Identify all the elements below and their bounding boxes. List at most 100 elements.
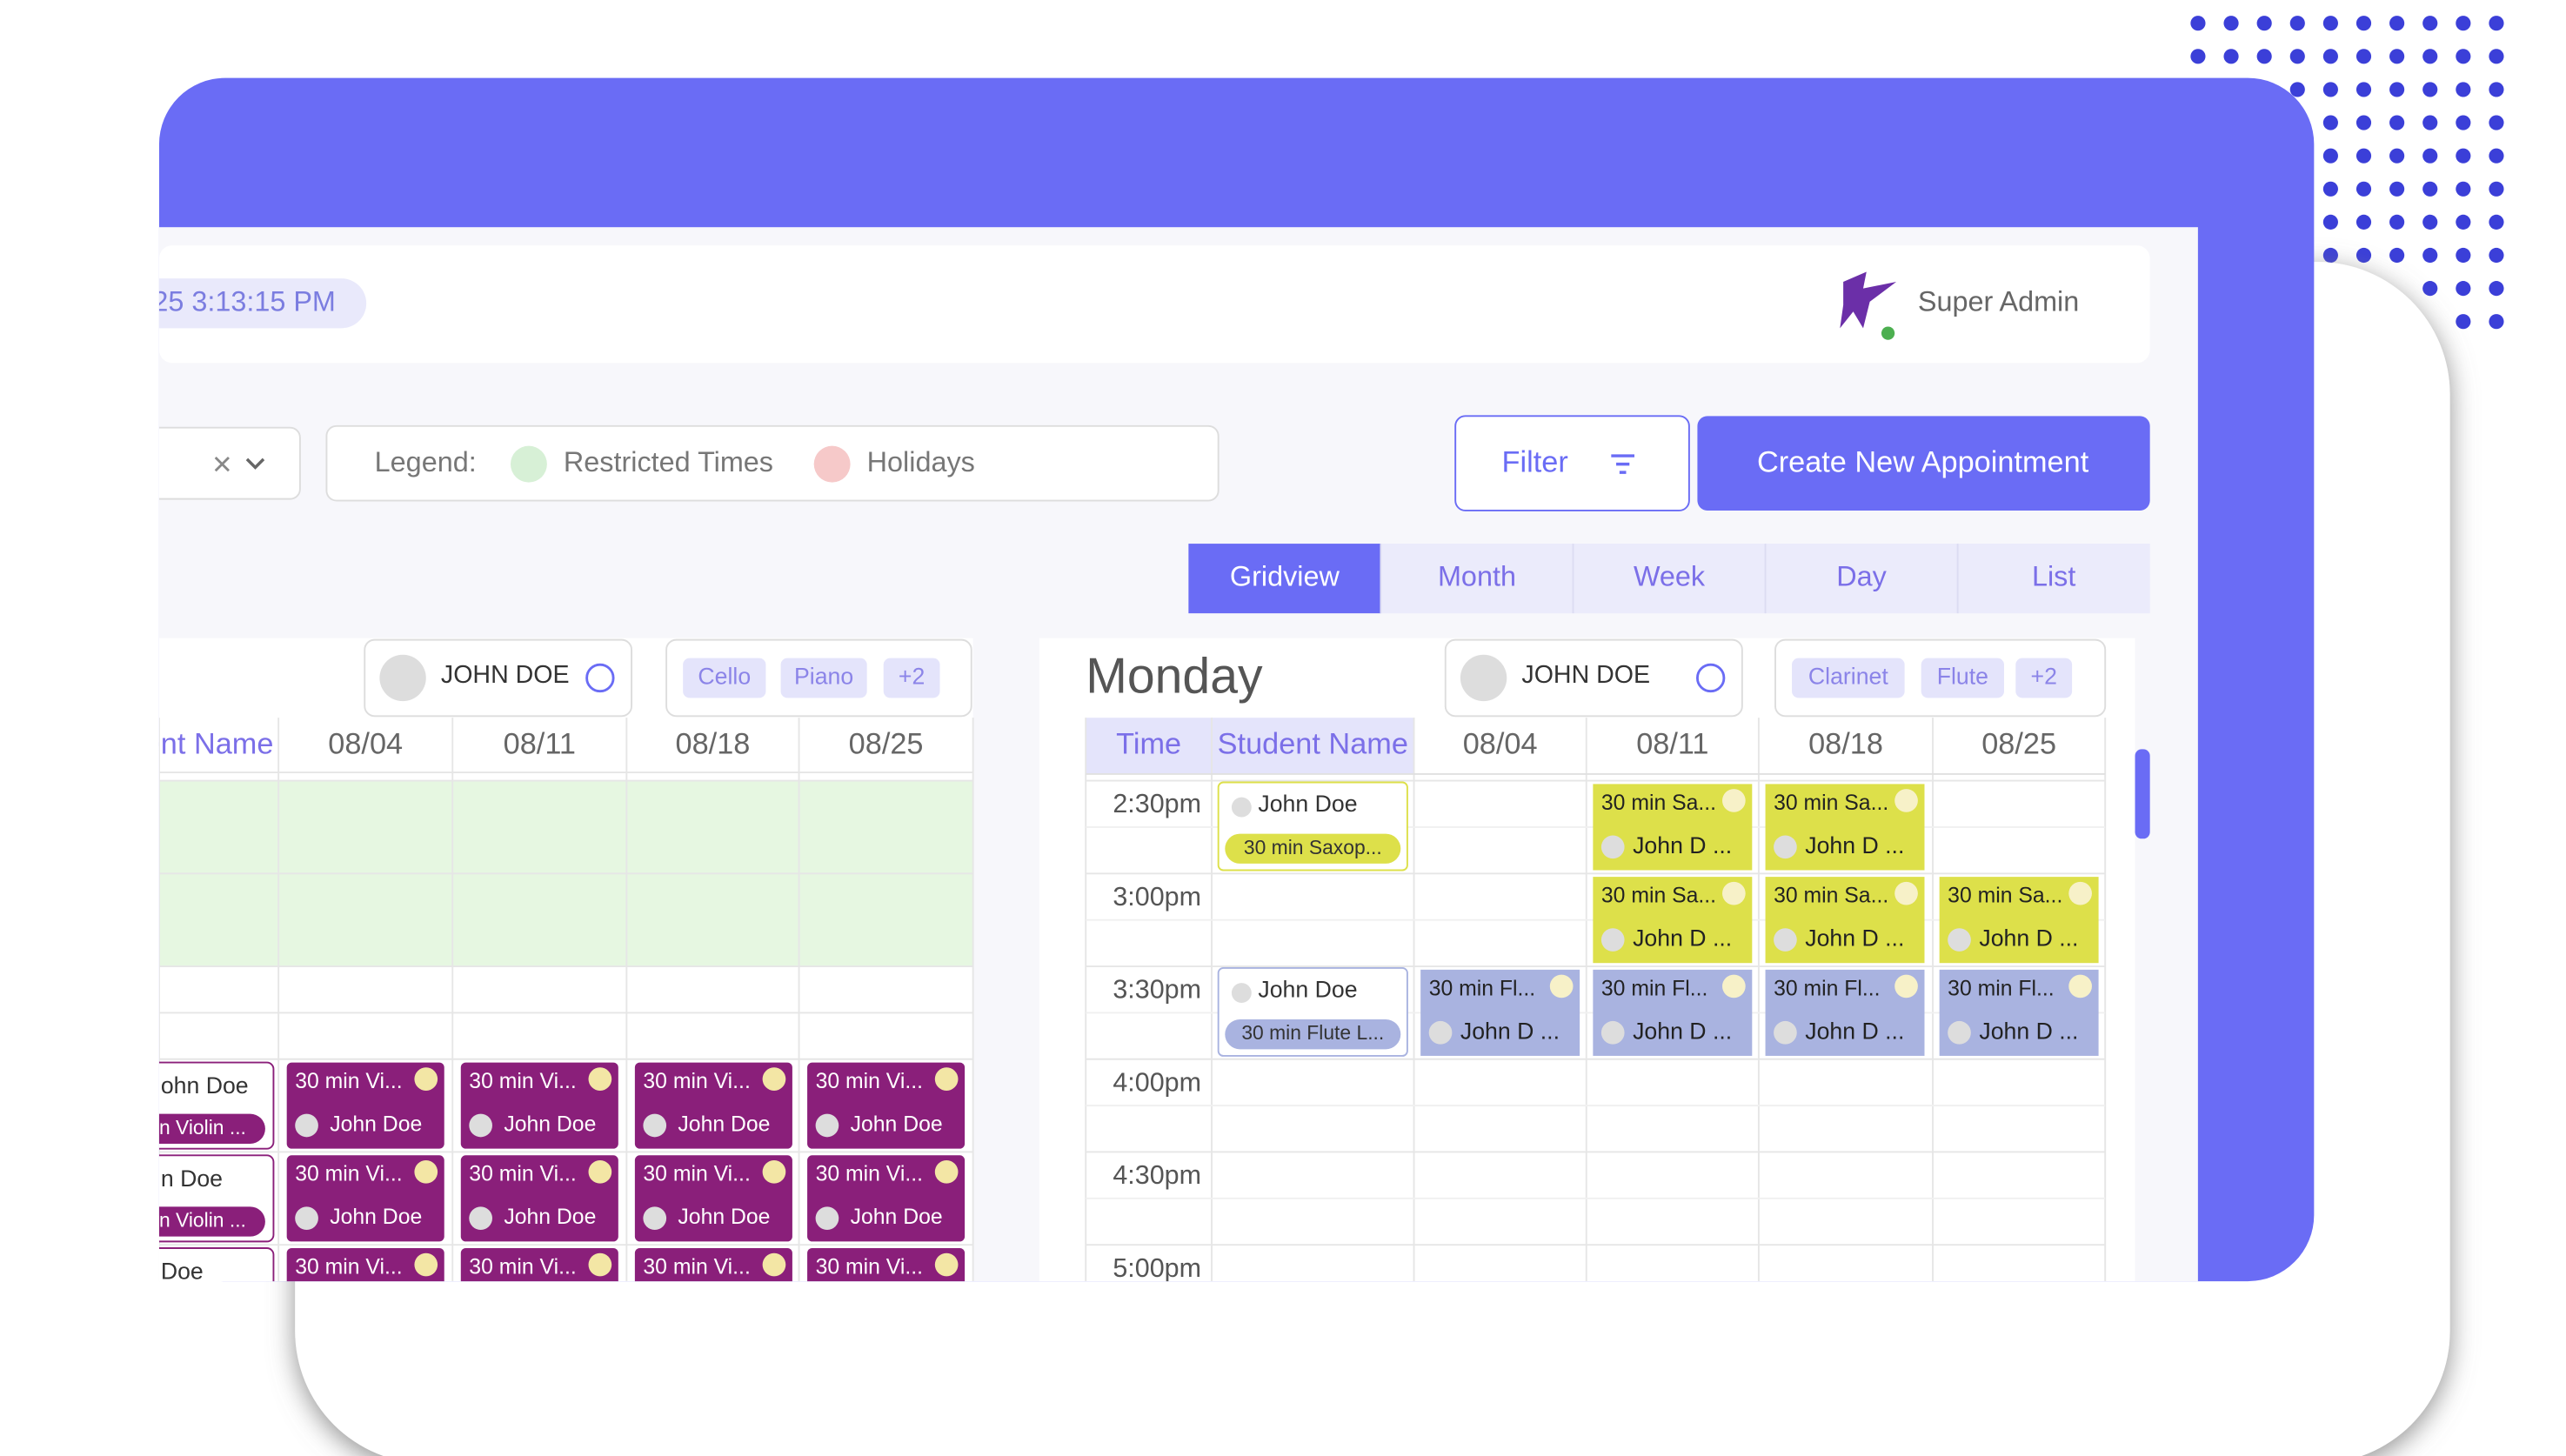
decor-dot	[2489, 314, 2504, 330]
student-avatar	[469, 1113, 492, 1138]
avatar-logo	[1840, 271, 1897, 329]
appointment-title: 30 min Sa...	[1601, 885, 1716, 908]
student-avatar	[815, 1113, 839, 1138]
instrument-chip	[780, 658, 867, 698]
lesson-pill	[1225, 833, 1401, 864]
decor-dot	[2456, 148, 2471, 164]
appointment-student: John Doe	[330, 1113, 422, 1137]
status-icon	[1894, 974, 1918, 998]
appointment[interactable]	[286, 1248, 444, 1334]
decor-dot	[2456, 49, 2471, 64]
status-icon	[588, 1067, 612, 1091]
appointment-title: 30 min Fl...	[1774, 977, 1880, 1000]
view-tab-label[interactable]: Week	[1634, 561, 1706, 592]
decor-dot	[2223, 16, 2239, 31]
appointment-title: 30 min Fl...	[1948, 977, 2055, 1000]
column-header: 08/18	[676, 728, 751, 761]
appointment[interactable]	[634, 1062, 792, 1149]
appointment[interactable]	[460, 1062, 618, 1149]
appointment-student: John Doe	[330, 1206, 422, 1229]
view-tab[interactable]	[1957, 544, 2150, 614]
status-icon	[762, 1067, 786, 1091]
instrument-chip	[1921, 658, 2004, 698]
student-avatar	[1231, 983, 1252, 1003]
legend-swatch	[813, 445, 851, 483]
appointment[interactable]	[807, 1248, 966, 1334]
teacher-box[interactable]	[364, 638, 633, 718]
status-icon	[1549, 974, 1574, 998]
view-tab-label[interactable]: Day	[1836, 561, 1887, 592]
column-header: 08/11	[504, 728, 576, 761]
decor-dot	[2456, 281, 2471, 297]
status-icon	[414, 1160, 438, 1184]
appointment-title: 30 min Fl...	[1429, 977, 1536, 1000]
time-label: 4:00pm	[1113, 1067, 1201, 1097]
appointment[interactable]	[460, 1155, 618, 1242]
create-button[interactable]	[1697, 416, 2150, 511]
appointment[interactable]	[634, 1155, 792, 1242]
appointment-student: John D ...	[1979, 925, 2078, 952]
instrument-label: Clarinet	[1808, 663, 1888, 689]
appointment[interactable]	[286, 1155, 444, 1242]
decor-dot	[2422, 214, 2438, 230]
status-icon	[1894, 881, 1918, 905]
appointment[interactable]	[807, 1155, 966, 1242]
teacher-avatar	[379, 654, 426, 702]
appointment-student: John D ...	[1633, 1018, 1732, 1044]
view-tab[interactable]	[1188, 544, 1381, 614]
status-icon	[1722, 789, 1746, 812]
decor-dot	[2489, 115, 2504, 130]
view-tab-label[interactable]: Month	[1438, 561, 1516, 592]
decor-dot	[2489, 148, 2504, 164]
filter-label[interactable]: Filter	[1502, 446, 1568, 479]
view-tab[interactable]	[1765, 544, 1958, 614]
decor-dot	[2422, 49, 2438, 64]
header-bar	[158, 245, 2150, 364]
decor-dot	[2356, 115, 2372, 130]
decor-dot	[2356, 49, 2372, 64]
view-tab[interactable]	[1380, 544, 1574, 614]
decor-dot	[2356, 82, 2372, 97]
appointment-title: 30 min Sa...	[1774, 885, 1888, 908]
create-label[interactable]: Create New Appointment	[1757, 446, 2089, 479]
instrument-label: +2	[899, 663, 925, 689]
chevron-icon	[245, 458, 265, 470]
select-box[interactable]	[116, 426, 301, 500]
appointment[interactable]	[286, 1062, 444, 1149]
datetime-pill	[158, 278, 367, 329]
decor-dot	[2422, 115, 2438, 130]
appointment-student: John Doe	[851, 1113, 943, 1137]
teacher-box[interactable]	[1444, 638, 1743, 718]
column-header: 08/18	[1808, 728, 1883, 761]
filter-button[interactable]	[1454, 415, 1690, 511]
time-label: 3:00pm	[1113, 882, 1201, 912]
view-tab-label[interactable]: Gridview	[1230, 561, 1340, 592]
student-avatar	[1774, 835, 1797, 859]
scrollbar[interactable]	[2135, 749, 2150, 839]
view-tab[interactable]	[1573, 544, 1766, 614]
appointment[interactable]	[807, 1062, 966, 1149]
lesson-label: 30 min Saxop...	[1244, 836, 1382, 858]
decor-dot	[2289, 49, 2305, 64]
decor-dot	[2389, 82, 2405, 97]
decor-dot	[2456, 82, 2471, 97]
appointment-student: John D ...	[1633, 832, 1732, 858]
decor-dot	[2389, 214, 2405, 230]
decor-dot	[2190, 16, 2206, 31]
student-name: ohn Doe	[161, 1072, 249, 1099]
student-name: John Doe	[1258, 791, 1357, 817]
status-icon	[1894, 789, 1918, 812]
decor-dot	[2422, 181, 2438, 197]
appointment-title: 30 min Vi...	[469, 1070, 576, 1093]
status-icon	[934, 1160, 959, 1184]
decor-dot	[2356, 148, 2372, 164]
appointment-student: John Doe	[678, 1113, 770, 1137]
appointment[interactable]	[460, 1248, 618, 1334]
instrument-label: Piano	[794, 663, 853, 689]
appointment[interactable]	[634, 1248, 792, 1334]
view-tab-label[interactable]: List	[2032, 561, 2075, 592]
decor-dot	[2356, 16, 2372, 31]
decor-dot	[2322, 82, 2338, 97]
legend-item: Restricted Times	[564, 446, 773, 478]
instrument-chip	[2015, 658, 2073, 698]
